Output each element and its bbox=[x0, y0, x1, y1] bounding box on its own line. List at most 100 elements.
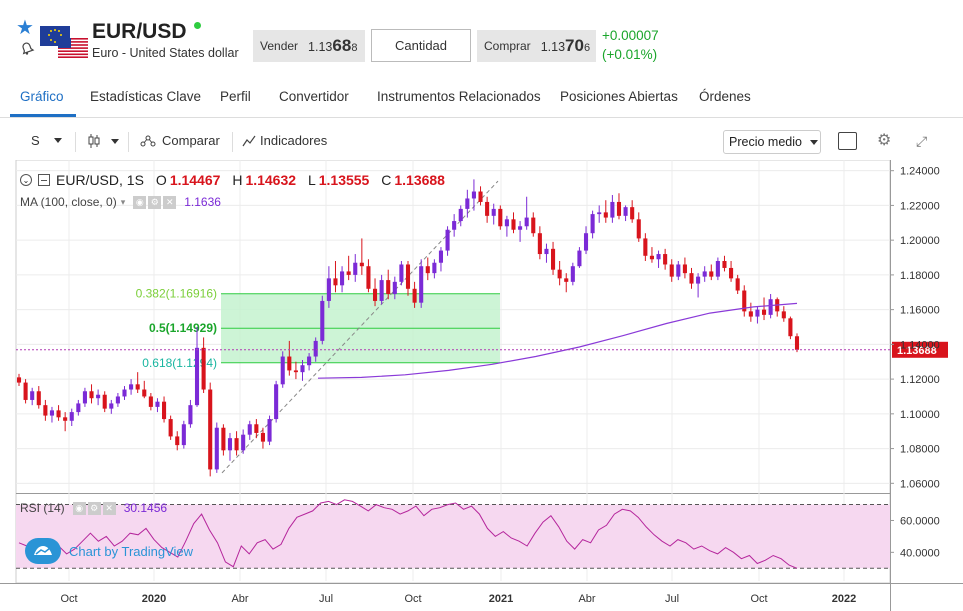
tab-perfil[interactable]: Perfil bbox=[220, 89, 251, 104]
ohlc-legend: ⌄ EUR/USD, 1S O 1.14467 H 1.14632 L 1.13555… bbox=[20, 172, 453, 188]
settings-icon[interactable]: ⚙ bbox=[148, 195, 162, 209]
candle-body bbox=[313, 340, 318, 357]
chevron-down-icon bbox=[53, 138, 62, 143]
candle-body bbox=[227, 438, 233, 451]
candle-body bbox=[524, 217, 529, 227]
candle-body bbox=[260, 432, 265, 442]
candle-body bbox=[201, 347, 206, 390]
candle-body bbox=[247, 424, 252, 435]
star-icon[interactable]: ★ bbox=[16, 17, 34, 39]
compare-button[interactable]: Comparar bbox=[140, 133, 220, 148]
candle-body bbox=[366, 266, 371, 289]
gear-icon[interactable]: ⚙ bbox=[877, 132, 892, 149]
rsi-value: 30.1456 bbox=[123, 501, 168, 515]
candle-body bbox=[419, 266, 424, 303]
settings-icon[interactable]: ⚙ bbox=[87, 501, 101, 515]
change-absolute: +0.00007 bbox=[602, 28, 659, 43]
eye-icon[interactable]: ◉ bbox=[133, 195, 147, 209]
price-tick-label: 1.22000 bbox=[900, 200, 940, 212]
sell-button[interactable]: Vender 1.13688 bbox=[253, 30, 365, 62]
candle-body bbox=[69, 412, 74, 421]
quantity-button[interactable]: Cantidad bbox=[371, 29, 471, 62]
tradingview-logo-icon bbox=[25, 538, 61, 564]
tab-estadisticas-clave[interactable]: Estadísticas Clave bbox=[90, 89, 202, 104]
moving-average-line bbox=[317, 302, 798, 379]
chart-type-select[interactable] bbox=[87, 133, 119, 149]
close-icon[interactable]: ✕ bbox=[102, 501, 116, 515]
candle-body bbox=[557, 269, 562, 279]
tab-convertidor[interactable]: Convertidor bbox=[279, 89, 349, 104]
chevron-down-icon[interactable]: ▾ bbox=[120, 196, 126, 207]
candles-icon bbox=[88, 134, 100, 148]
candle-body bbox=[432, 262, 437, 274]
time-tick-label: Oct bbox=[750, 593, 767, 605]
candle-body bbox=[518, 226, 523, 230]
interval-select[interactable]: S bbox=[31, 133, 62, 148]
buy-button[interactable]: Comprar 1.13706 bbox=[477, 30, 596, 62]
compare-label: Comparar bbox=[162, 133, 220, 148]
candle-body bbox=[537, 233, 542, 255]
candle-body bbox=[326, 278, 331, 301]
candle-body bbox=[287, 356, 292, 371]
collapse-icon[interactable] bbox=[38, 174, 50, 186]
rsi-tick-label: 60.0000 bbox=[900, 515, 940, 527]
candle-body bbox=[610, 201, 615, 218]
buy-label: Comprar bbox=[484, 39, 531, 53]
tab-posiciones-abiertas[interactable]: Posiciones Abiertas bbox=[560, 89, 678, 104]
tradingview-badge[interactable]: Chart by TradingView bbox=[25, 538, 193, 564]
currency-flags-icon bbox=[40, 26, 88, 58]
fibonacci-retracement[interactable]: 0.382(1.16916) 0.5(1.14929) 0.618(1.1294) bbox=[136, 180, 500, 474]
axes: 1.24000 1.22000 1.20000 1.18000 1.16000 1.140… bbox=[60, 166, 939, 605]
interval-value: S bbox=[31, 133, 40, 148]
time-tick-label: Jul bbox=[665, 593, 679, 605]
chart-area[interactable]: 0.382(1.16916) 0.5(1.14929) 0.618(1.1294) … bbox=[0, 159, 963, 611]
eye-icon[interactable]: ◉ bbox=[72, 501, 86, 515]
last-price-label: 1.13688 bbox=[897, 345, 937, 357]
candle-body bbox=[544, 248, 549, 255]
candle-body bbox=[485, 201, 490, 216]
price-tick-label: 1.16000 bbox=[900, 305, 940, 317]
indicators-button[interactable]: Indicadores bbox=[242, 133, 327, 148]
candle-body bbox=[56, 410, 61, 418]
chart-toolbar: S Comparar Indicadores Precio med bbox=[0, 125, 963, 158]
fullscreen-icon[interactable]: ⤢ bbox=[916, 133, 928, 149]
time-tick-label: Abr bbox=[578, 593, 595, 605]
close-icon[interactable]: ✕ bbox=[163, 195, 177, 209]
candle-body bbox=[412, 288, 417, 303]
candle-body bbox=[570, 266, 575, 282]
candle-body bbox=[709, 271, 714, 277]
candle-body bbox=[135, 384, 140, 390]
candle-body bbox=[372, 288, 378, 301]
tab-grafico[interactable]: Gráfico bbox=[20, 89, 64, 104]
candle-body bbox=[129, 384, 134, 390]
price-tick-label: 1.18000 bbox=[900, 270, 940, 282]
chevron-down-icon bbox=[809, 139, 818, 145]
rsi-tick-label: 40.0000 bbox=[900, 547, 940, 559]
tab-ordenes[interactable]: Órdenes bbox=[699, 89, 751, 104]
candle-body bbox=[89, 391, 94, 399]
change-percent: (+0.01%) bbox=[602, 47, 658, 62]
candle-body bbox=[16, 377, 22, 383]
price-type-select[interactable]: Precio medio bbox=[723, 130, 821, 154]
rsi-legend: RSI (14) ◉ ⚙ ✕ 30.1456 bbox=[20, 501, 167, 515]
candle-body bbox=[630, 207, 635, 220]
candle-body bbox=[181, 424, 186, 446]
price-tick-label: 1.06000 bbox=[900, 478, 940, 490]
candle-body bbox=[254, 424, 259, 433]
tab-instrumentos-relacionados[interactable]: Instrumentos Relacionados bbox=[377, 89, 541, 104]
candle-body bbox=[643, 238, 648, 256]
candle-body bbox=[194, 347, 200, 406]
candle-body bbox=[478, 191, 483, 202]
screenshot-button[interactable] bbox=[838, 132, 857, 150]
candle-body bbox=[577, 250, 582, 267]
toolbar-divider bbox=[232, 132, 233, 152]
bell-icon[interactable] bbox=[19, 41, 35, 55]
price-tick-label: 1.08000 bbox=[900, 444, 940, 456]
hide-icon[interactable]: ⌄ bbox=[20, 174, 32, 186]
candle-body bbox=[696, 276, 701, 284]
candle-body bbox=[742, 290, 747, 312]
candle-body bbox=[715, 261, 720, 277]
ohlc-values: O 1.14467 H 1.14632 L 1.13555 C 1.13688 bbox=[155, 172, 445, 188]
candle-body bbox=[597, 212, 602, 215]
price-chart[interactable]: 0.382(1.16916)0.5(1.14929)0.618(1.1294) … bbox=[0, 159, 963, 611]
